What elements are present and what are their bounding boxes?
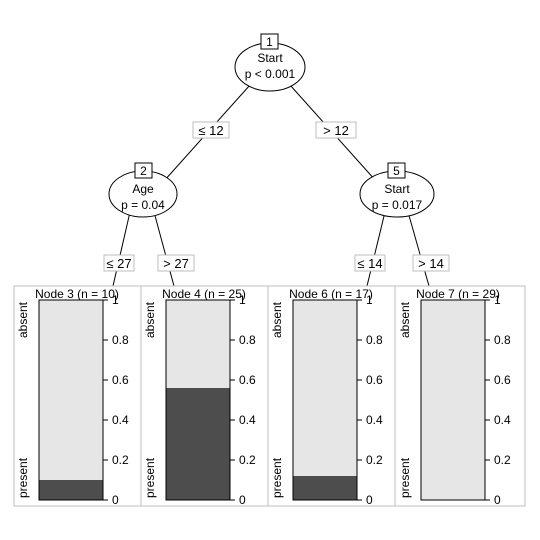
terminal-frame-7 bbox=[394, 285, 526, 507]
edge-label-text: ≤ 27 bbox=[106, 256, 131, 271]
category-label-present: present bbox=[398, 457, 412, 498]
axis-tick-label: 0.2 bbox=[366, 453, 383, 467]
axis-tick-label: 1 bbox=[112, 293, 119, 307]
axis-tick-label: 0.8 bbox=[494, 333, 511, 347]
inner-node-5: 5 Start p = 0.017 bbox=[359, 162, 435, 218]
category-label-absent: absent bbox=[16, 301, 30, 338]
terminal-title: Node 7 (n = 29) bbox=[416, 287, 500, 301]
terminal-node-4: Node 4 (n = 25) 0 0.2 0.4 0.6 0.8 1 absent pres… bbox=[143, 287, 256, 507]
edge-labels: ≤ 12 > 12 ≤ 27 > 27 ≤ 14 > 14 bbox=[103, 121, 450, 272]
axis-tick-label: 0.2 bbox=[494, 453, 511, 467]
axis-tick-label: 1 bbox=[494, 293, 501, 307]
bar-outline bbox=[420, 299, 486, 501]
axis-tick-label: 1 bbox=[366, 293, 373, 307]
edge-label-text: > 14 bbox=[418, 256, 444, 271]
bar-outline bbox=[165, 299, 231, 501]
edge-label-text: ≤ 14 bbox=[357, 256, 382, 271]
edge-label-1-2: ≤ 12 bbox=[192, 121, 230, 139]
edge-5-6 bbox=[366, 211, 386, 287]
edge-label-text: > 27 bbox=[163, 256, 189, 271]
terminal-node-7: Node 7 (n = 29) 0 0.2 0.4 0.6 0.8 1 absent pres… bbox=[398, 287, 511, 507]
category-label-absent: absent bbox=[143, 301, 157, 338]
edge-label-2-4: > 27 bbox=[157, 254, 195, 272]
terminal-frames bbox=[13, 285, 526, 507]
axis-tick-label: 0.4 bbox=[112, 413, 129, 427]
node-pvalue: p < 0.001 bbox=[245, 67, 296, 81]
node-pvalue: p = 0.017 bbox=[372, 198, 423, 212]
axis-tick-label: 0.4 bbox=[239, 413, 256, 427]
edge-label-text: > 12 bbox=[323, 123, 349, 138]
edge-label-text: ≤ 12 bbox=[198, 123, 223, 138]
present-bar bbox=[293, 476, 357, 500]
absent-bar bbox=[39, 300, 103, 480]
present-bar bbox=[166, 388, 230, 500]
axis-tick-label: 0.8 bbox=[366, 333, 383, 347]
edge-2-4 bbox=[153, 211, 175, 287]
inner-node-1: 1 Start p < 0.001 bbox=[234, 33, 306, 92]
terminal-title: Node 4 (n = 25) bbox=[162, 287, 246, 301]
axis-tick-label: 0.4 bbox=[494, 413, 511, 427]
node-variable: Start bbox=[257, 51, 283, 65]
category-label-present: present bbox=[143, 457, 157, 498]
terminal-nodes: Node 3 (n = 10) 0 0.2 0.4 0.6 0.8 1 absent pres… bbox=[16, 287, 511, 507]
edge-label-1-5: > 12 bbox=[315, 121, 357, 139]
terminal-node-3: Node 3 (n = 10) 0 0.2 0.4 0.6 0.8 1 absent pres… bbox=[16, 287, 129, 507]
edge-2-3 bbox=[112, 211, 131, 287]
axis-tick-label: 0 bbox=[239, 493, 246, 507]
axis-tick-label: 0 bbox=[112, 493, 119, 507]
axis-tick-label: 0.4 bbox=[366, 413, 383, 427]
edge-label-5-7: > 14 bbox=[412, 254, 450, 272]
axis-tick-label: 0.2 bbox=[112, 453, 129, 467]
axis-tick-label: 0.8 bbox=[239, 333, 256, 347]
present-bar bbox=[39, 480, 103, 500]
edge-label-5-6: ≤ 14 bbox=[354, 254, 386, 272]
axis-tick-label: 0 bbox=[366, 493, 373, 507]
inner-nodes: 1 Start p < 0.001 2 Age p = 0.04 5 Start… bbox=[108, 33, 435, 218]
node-variable: Age bbox=[132, 182, 154, 196]
axis-tick-label: 0.2 bbox=[239, 453, 256, 467]
category-label-present: present bbox=[270, 457, 284, 498]
category-label-present: present bbox=[16, 457, 30, 498]
absent-bar bbox=[421, 300, 485, 500]
axis-tick-label: 0.6 bbox=[239, 373, 256, 387]
node-variable: Start bbox=[384, 182, 410, 196]
axis-tick-label: 0.8 bbox=[112, 333, 129, 347]
edge-5-7 bbox=[407, 211, 430, 287]
axis-tick-label: 1 bbox=[239, 293, 246, 307]
absent-bar bbox=[293, 300, 357, 476]
node-id: 5 bbox=[393, 164, 400, 178]
absent-bar bbox=[166, 300, 230, 388]
category-label-absent: absent bbox=[270, 301, 284, 338]
terminal-node-6: Node 6 (n = 17) 0 0.2 0.4 0.6 0.8 1 absent pres… bbox=[270, 287, 383, 507]
bar-outline bbox=[38, 299, 104, 501]
category-label-absent: absent bbox=[398, 301, 412, 338]
terminal-title: Node 3 (n = 10) bbox=[35, 287, 119, 301]
axis-tick-label: 0.6 bbox=[366, 373, 383, 387]
inner-node-2: 2 Age p = 0.04 bbox=[108, 162, 178, 218]
axis-tick-label: 0 bbox=[494, 493, 501, 507]
bar-outline bbox=[292, 299, 358, 501]
axis-tick-label: 0.6 bbox=[494, 373, 511, 387]
node-id: 1 bbox=[266, 35, 273, 49]
node-id: 2 bbox=[140, 164, 147, 178]
axis-tick-label: 0.6 bbox=[112, 373, 129, 387]
edge-label-2-3: ≤ 27 bbox=[103, 254, 135, 272]
node-pvalue: p = 0.04 bbox=[121, 198, 165, 212]
terminal-title: Node 6 (n = 17) bbox=[289, 287, 373, 301]
